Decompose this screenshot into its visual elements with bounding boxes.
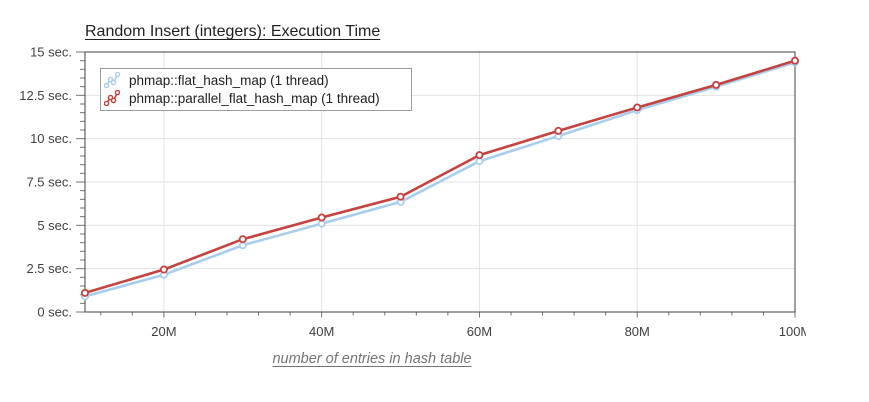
legend-label: phmap::parallel_flat_hash_map (1 thread): [129, 90, 380, 106]
x-tick-label: 100M: [779, 324, 812, 339]
y-tick-label: 5 sec.: [37, 218, 72, 233]
canvas-right-clip: [806, 320, 869, 342]
plot-area: 0 sec. 2.5 sec. 5 sec. 7.5 sec. 10 sec. 12.5 …: [19, 44, 869, 342]
x-tick-label: 60M: [467, 324, 492, 339]
legend-label: phmap::flat_hash_map (1 thread): [129, 72, 329, 88]
y-tick-label: 10 sec.: [30, 131, 72, 146]
y-tick-label: 12.5 sec.: [19, 88, 72, 103]
legend-item-parallel-flat-hash-map: phmap::parallel_flat_hash_map (1 thread): [104, 89, 411, 107]
y-tick-label: 2.5 sec.: [26, 261, 72, 276]
x-axis-title: number of entries in hash table: [272, 351, 472, 367]
data-point[interactable]: [633, 103, 642, 112]
data-point[interactable]: [475, 151, 484, 160]
data-point[interactable]: [238, 235, 247, 244]
data-point[interactable]: [159, 265, 168, 274]
data-point[interactable]: [396, 192, 405, 201]
y-tick-label: 7.5 sec.: [26, 175, 72, 190]
x-tick-label: 80M: [625, 324, 650, 339]
x-tick-label: 20M: [151, 324, 176, 339]
line-series-icon: [104, 72, 120, 88]
line-series-icon: [104, 90, 120, 106]
data-point[interactable]: [317, 213, 326, 222]
plot-border: [84, 51, 796, 313]
data-point[interactable]: [554, 126, 563, 135]
x-tick-label: 40M: [309, 324, 334, 339]
data-point[interactable]: [712, 80, 721, 89]
y-tick-label: 0 sec.: [37, 305, 72, 320]
series-line-0: [84, 61, 796, 298]
series-line-1: [84, 59, 796, 295]
legend: phmap::flat_hash_map (1 thread) phmap::p…: [100, 68, 412, 111]
chart-title: Random Insert (integers): Execution Time: [85, 23, 381, 40]
y-tick-label: 15 sec.: [30, 45, 72, 60]
data-point[interactable]: [81, 288, 90, 297]
legend-item-flat-hash-map: phmap::flat_hash_map (1 thread): [104, 71, 411, 89]
data-point[interactable]: [791, 56, 800, 65]
